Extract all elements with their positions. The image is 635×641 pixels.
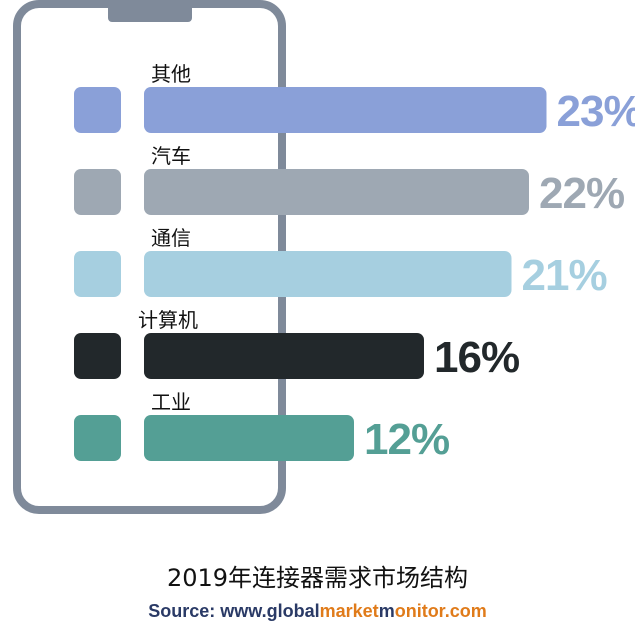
source-global: global <box>266 601 320 621</box>
category-label-4: 工业 <box>151 390 191 414</box>
value-label-3: 16% <box>434 333 519 382</box>
bar-chart: 其他 23% 汽车 22% 通信 21% 计算机 16% 工业 12% <box>74 62 635 464</box>
category-label-1: 汽车 <box>151 144 191 168</box>
bar-1 <box>144 169 529 215</box>
legend-swatch-4 <box>74 415 121 461</box>
phone-notch-decoration <box>108 0 192 22</box>
legend-swatch-0 <box>74 87 121 133</box>
value-label-2: 21% <box>522 251 607 300</box>
source-credit: Source: www.globalmarketmonitor.com <box>0 601 635 622</box>
chart-title: 2019年连接器需求市场结构 <box>166 564 469 592</box>
source-market: market <box>319 601 379 621</box>
category-label-2: 通信 <box>151 226 191 250</box>
source-onitor: onitor.com <box>394 601 487 621</box>
bar-0 <box>144 87 547 133</box>
category-label-0: 其他 <box>151 62 191 86</box>
value-label-0: 23% <box>557 87 635 136</box>
legend-swatch-2 <box>74 251 121 297</box>
bar-2 <box>144 251 512 297</box>
source-prefix: Source: www. <box>148 601 267 621</box>
value-label-1: 22% <box>539 169 624 218</box>
category-label-3: 计算机 <box>138 308 198 332</box>
legend-swatch-1 <box>74 169 121 215</box>
source-m: m <box>378 601 395 621</box>
bar-4 <box>144 415 354 461</box>
value-label-4: 12% <box>364 415 449 464</box>
legend-swatch-3 <box>74 333 121 379</box>
bar-3 <box>144 333 424 379</box>
